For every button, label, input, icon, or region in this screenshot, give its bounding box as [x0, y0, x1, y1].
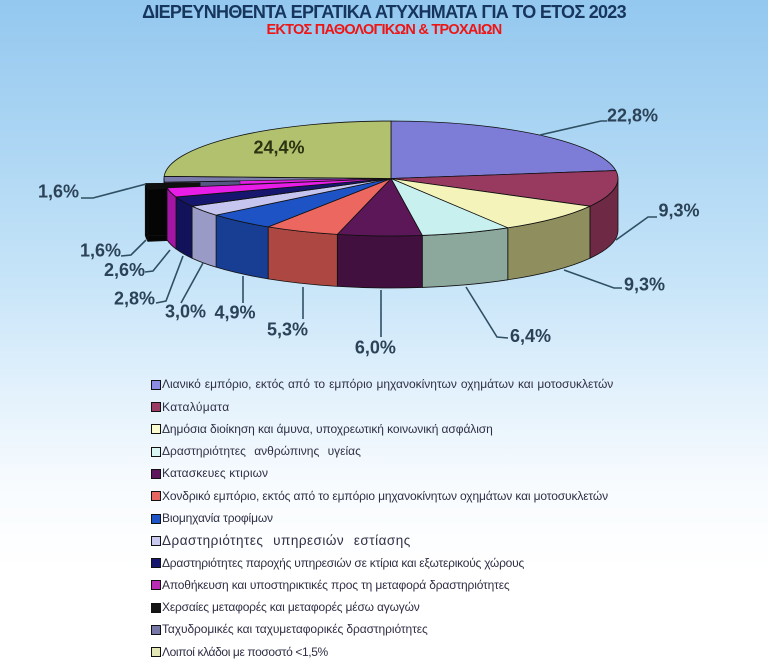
svg-text:1,6%: 1,6%: [38, 182, 79, 202]
svg-text:6,0%: 6,0%: [355, 338, 396, 358]
svg-text:4,9%: 4,9%: [214, 303, 255, 323]
svg-text:2,8%: 2,8%: [114, 289, 155, 309]
svg-text:9,3%: 9,3%: [624, 275, 665, 295]
svg-text:3,0%: 3,0%: [165, 302, 206, 322]
svg-text:24,4%: 24,4%: [253, 138, 304, 158]
svg-text:6,4%: 6,4%: [510, 326, 551, 346]
svg-text:9,3%: 9,3%: [659, 201, 700, 221]
svg-text:2,6%: 2,6%: [104, 260, 145, 280]
svg-text:22,8%: 22,8%: [607, 106, 658, 126]
svg-text:1,6%: 1,6%: [80, 241, 121, 261]
svg-text:5,3%: 5,3%: [267, 320, 308, 340]
